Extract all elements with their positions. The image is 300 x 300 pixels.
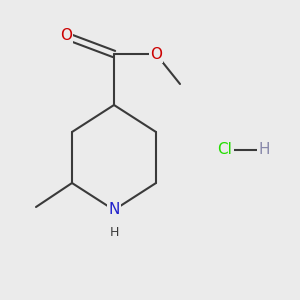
Text: H: H <box>109 226 119 239</box>
Text: H: H <box>258 142 270 158</box>
Text: Cl: Cl <box>218 142 232 158</box>
Text: O: O <box>150 46 162 62</box>
Text: N: N <box>108 202 120 217</box>
Text: O: O <box>60 28 72 44</box>
